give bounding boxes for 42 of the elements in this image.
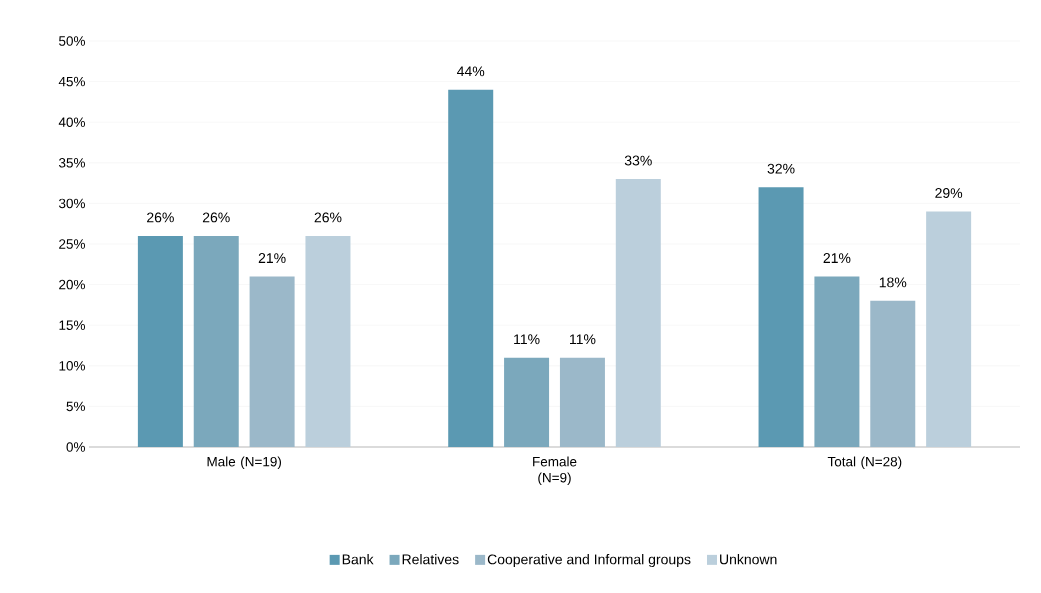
y-tick-label: 10% xyxy=(59,361,85,371)
data-label: 21% xyxy=(823,253,851,263)
y-tick-label: 0% xyxy=(66,442,85,452)
x-tick-label: Male (N=19) xyxy=(207,456,282,470)
data-label: 11% xyxy=(514,334,540,345)
y-tick-label: 30% xyxy=(58,198,85,209)
y-tick-label: 15% xyxy=(59,320,85,330)
bar xyxy=(559,357,605,447)
x-tick-label: Female (N=9) xyxy=(533,456,577,486)
legend-label: Relatives xyxy=(402,554,459,565)
data-label: 11% xyxy=(570,334,596,345)
bar xyxy=(137,235,183,447)
y-tick-label: 50% xyxy=(59,36,85,46)
bar xyxy=(193,235,239,447)
data-label: 32% xyxy=(767,163,795,174)
y-tick-label: 40% xyxy=(58,117,85,127)
bar xyxy=(249,276,295,447)
legend-label: Unknown xyxy=(720,554,777,565)
data-label: 18% xyxy=(879,277,907,288)
y-tick-label: 45% xyxy=(58,76,85,87)
y-tick-label: 5% xyxy=(66,401,85,412)
data-label: 26% xyxy=(147,212,174,223)
bar xyxy=(926,211,972,447)
y-tick-label: 20% xyxy=(59,279,85,290)
data-label: 29% xyxy=(935,188,963,198)
bar xyxy=(814,276,860,447)
bar xyxy=(504,357,550,447)
bar xyxy=(615,179,661,447)
x-tick-label: Total (N=28) xyxy=(827,456,902,470)
data-label: 21% xyxy=(258,253,286,263)
y-tick-label: 25% xyxy=(59,239,85,249)
data-label: 26% xyxy=(202,212,230,223)
bar xyxy=(305,235,351,447)
data-label: 26% xyxy=(314,212,342,223)
legend-label: Cooperative and Informal groups xyxy=(487,554,691,568)
legend-label: Bank xyxy=(342,554,374,565)
bar xyxy=(758,187,804,447)
data-label: 44% xyxy=(457,66,485,77)
bar xyxy=(870,300,916,447)
bar xyxy=(448,89,494,447)
data-label: 33% xyxy=(624,155,652,166)
y-tick-label: 35% xyxy=(58,158,85,168)
